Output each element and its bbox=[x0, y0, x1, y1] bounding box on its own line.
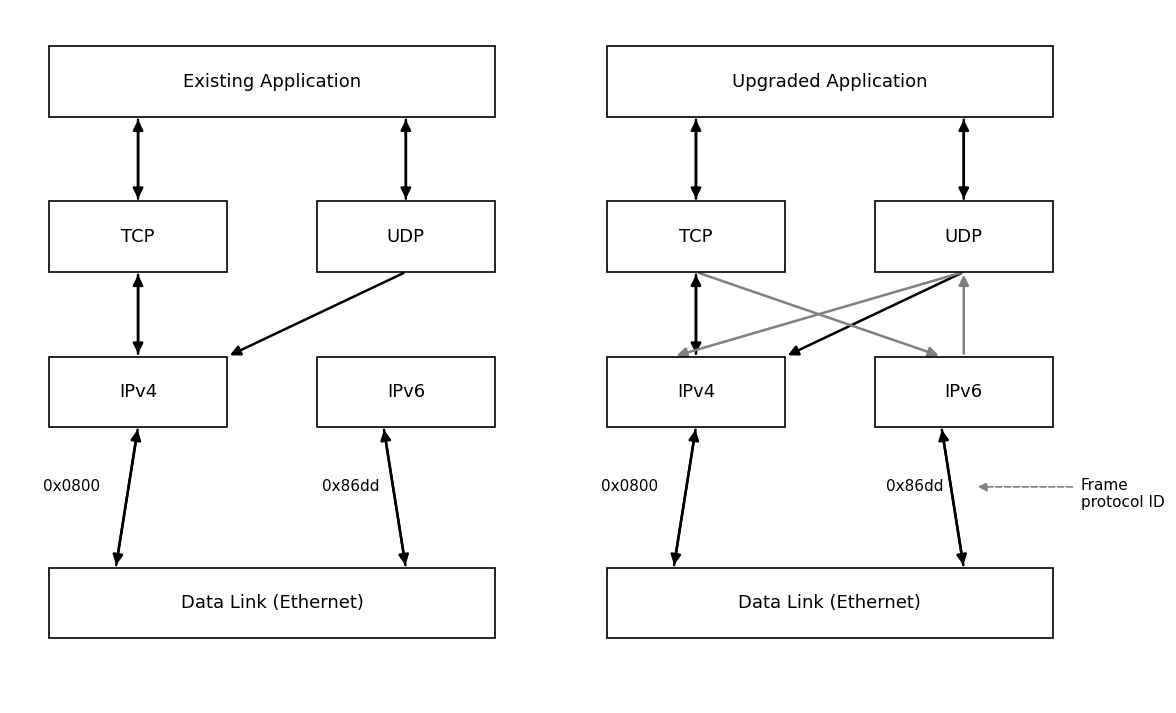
FancyBboxPatch shape bbox=[48, 46, 495, 117]
FancyBboxPatch shape bbox=[607, 202, 786, 272]
Text: IPv4: IPv4 bbox=[119, 383, 158, 401]
FancyBboxPatch shape bbox=[48, 356, 227, 427]
Text: IPv4: IPv4 bbox=[677, 383, 715, 401]
FancyBboxPatch shape bbox=[875, 356, 1053, 427]
Text: Upgraded Application: Upgraded Application bbox=[733, 73, 928, 91]
Text: Data Link (Ethernet): Data Link (Ethernet) bbox=[181, 594, 363, 612]
FancyBboxPatch shape bbox=[607, 568, 1053, 638]
Text: Frame
protocol ID: Frame protocol ID bbox=[1081, 478, 1164, 510]
Text: 0x86dd: 0x86dd bbox=[322, 479, 380, 494]
FancyBboxPatch shape bbox=[48, 202, 227, 272]
Text: TCP: TCP bbox=[121, 227, 155, 246]
FancyBboxPatch shape bbox=[607, 356, 786, 427]
Text: Existing Application: Existing Application bbox=[183, 73, 361, 91]
Text: Data Link (Ethernet): Data Link (Ethernet) bbox=[739, 594, 921, 612]
Text: IPv6: IPv6 bbox=[387, 383, 425, 401]
Text: 0x0800: 0x0800 bbox=[44, 479, 100, 494]
FancyBboxPatch shape bbox=[48, 568, 495, 638]
FancyBboxPatch shape bbox=[875, 202, 1053, 272]
Text: IPv6: IPv6 bbox=[944, 383, 983, 401]
Text: 0x0800: 0x0800 bbox=[601, 479, 659, 494]
FancyBboxPatch shape bbox=[316, 202, 495, 272]
Text: 0x86dd: 0x86dd bbox=[886, 479, 943, 494]
FancyBboxPatch shape bbox=[316, 356, 495, 427]
Text: UDP: UDP bbox=[944, 227, 983, 246]
FancyBboxPatch shape bbox=[607, 46, 1053, 117]
Text: TCP: TCP bbox=[680, 227, 713, 246]
Text: UDP: UDP bbox=[387, 227, 425, 246]
